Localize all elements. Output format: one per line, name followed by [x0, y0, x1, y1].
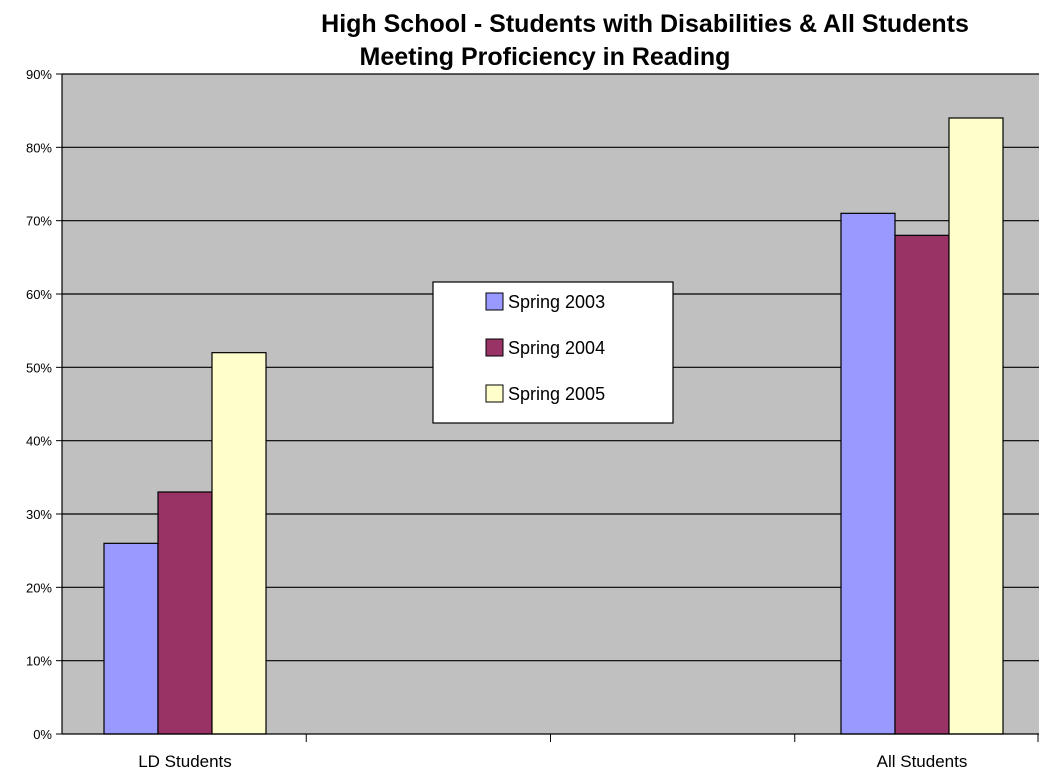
y-tick-label: 70%: [26, 214, 52, 229]
y-tick-label: 50%: [26, 360, 52, 375]
legend-swatch: [486, 385, 503, 402]
y-tick-label: 0%: [33, 727, 52, 742]
legend-swatch: [486, 339, 503, 356]
legend-label: Spring 2005: [508, 384, 605, 404]
y-tick-label: 40%: [26, 434, 52, 449]
y-tick-label: 20%: [26, 580, 52, 595]
bar-spring-2003-all-students: [841, 213, 895, 734]
x-category-label: All Students: [877, 752, 968, 771]
chart-title: High School - Students with Disabilities…: [321, 10, 969, 38]
y-tick-label: 30%: [26, 507, 52, 522]
y-tick-label: 80%: [26, 140, 52, 155]
chart-subtitle: Meeting Proficiency in Reading: [360, 43, 731, 71]
x-category-label: LD Students: [138, 752, 232, 771]
legend-label: Spring 2004: [508, 338, 605, 358]
y-tick-label: 10%: [26, 654, 52, 669]
bar-spring-2005-ld-students: [212, 353, 266, 734]
bar-spring-2003-ld-students: [104, 543, 158, 734]
bar-spring-2005-all-students: [949, 118, 1003, 734]
bar-spring-2004-ld-students: [158, 492, 212, 734]
x-category-labels: LD Students All Students: [138, 752, 967, 771]
y-tick-labels: 0% 10% 20% 30% 40% 50% 60% 70% 80% 90%: [26, 67, 52, 742]
legend-label: Spring 2003: [508, 292, 605, 312]
legend: Spring 2003 Spring 2004 Spring 2005: [433, 282, 673, 423]
legend-swatch: [486, 293, 503, 310]
y-tick-label: 90%: [26, 67, 52, 82]
y-tick-label: 60%: [26, 287, 52, 302]
bar-spring-2004-all-students: [895, 235, 949, 734]
